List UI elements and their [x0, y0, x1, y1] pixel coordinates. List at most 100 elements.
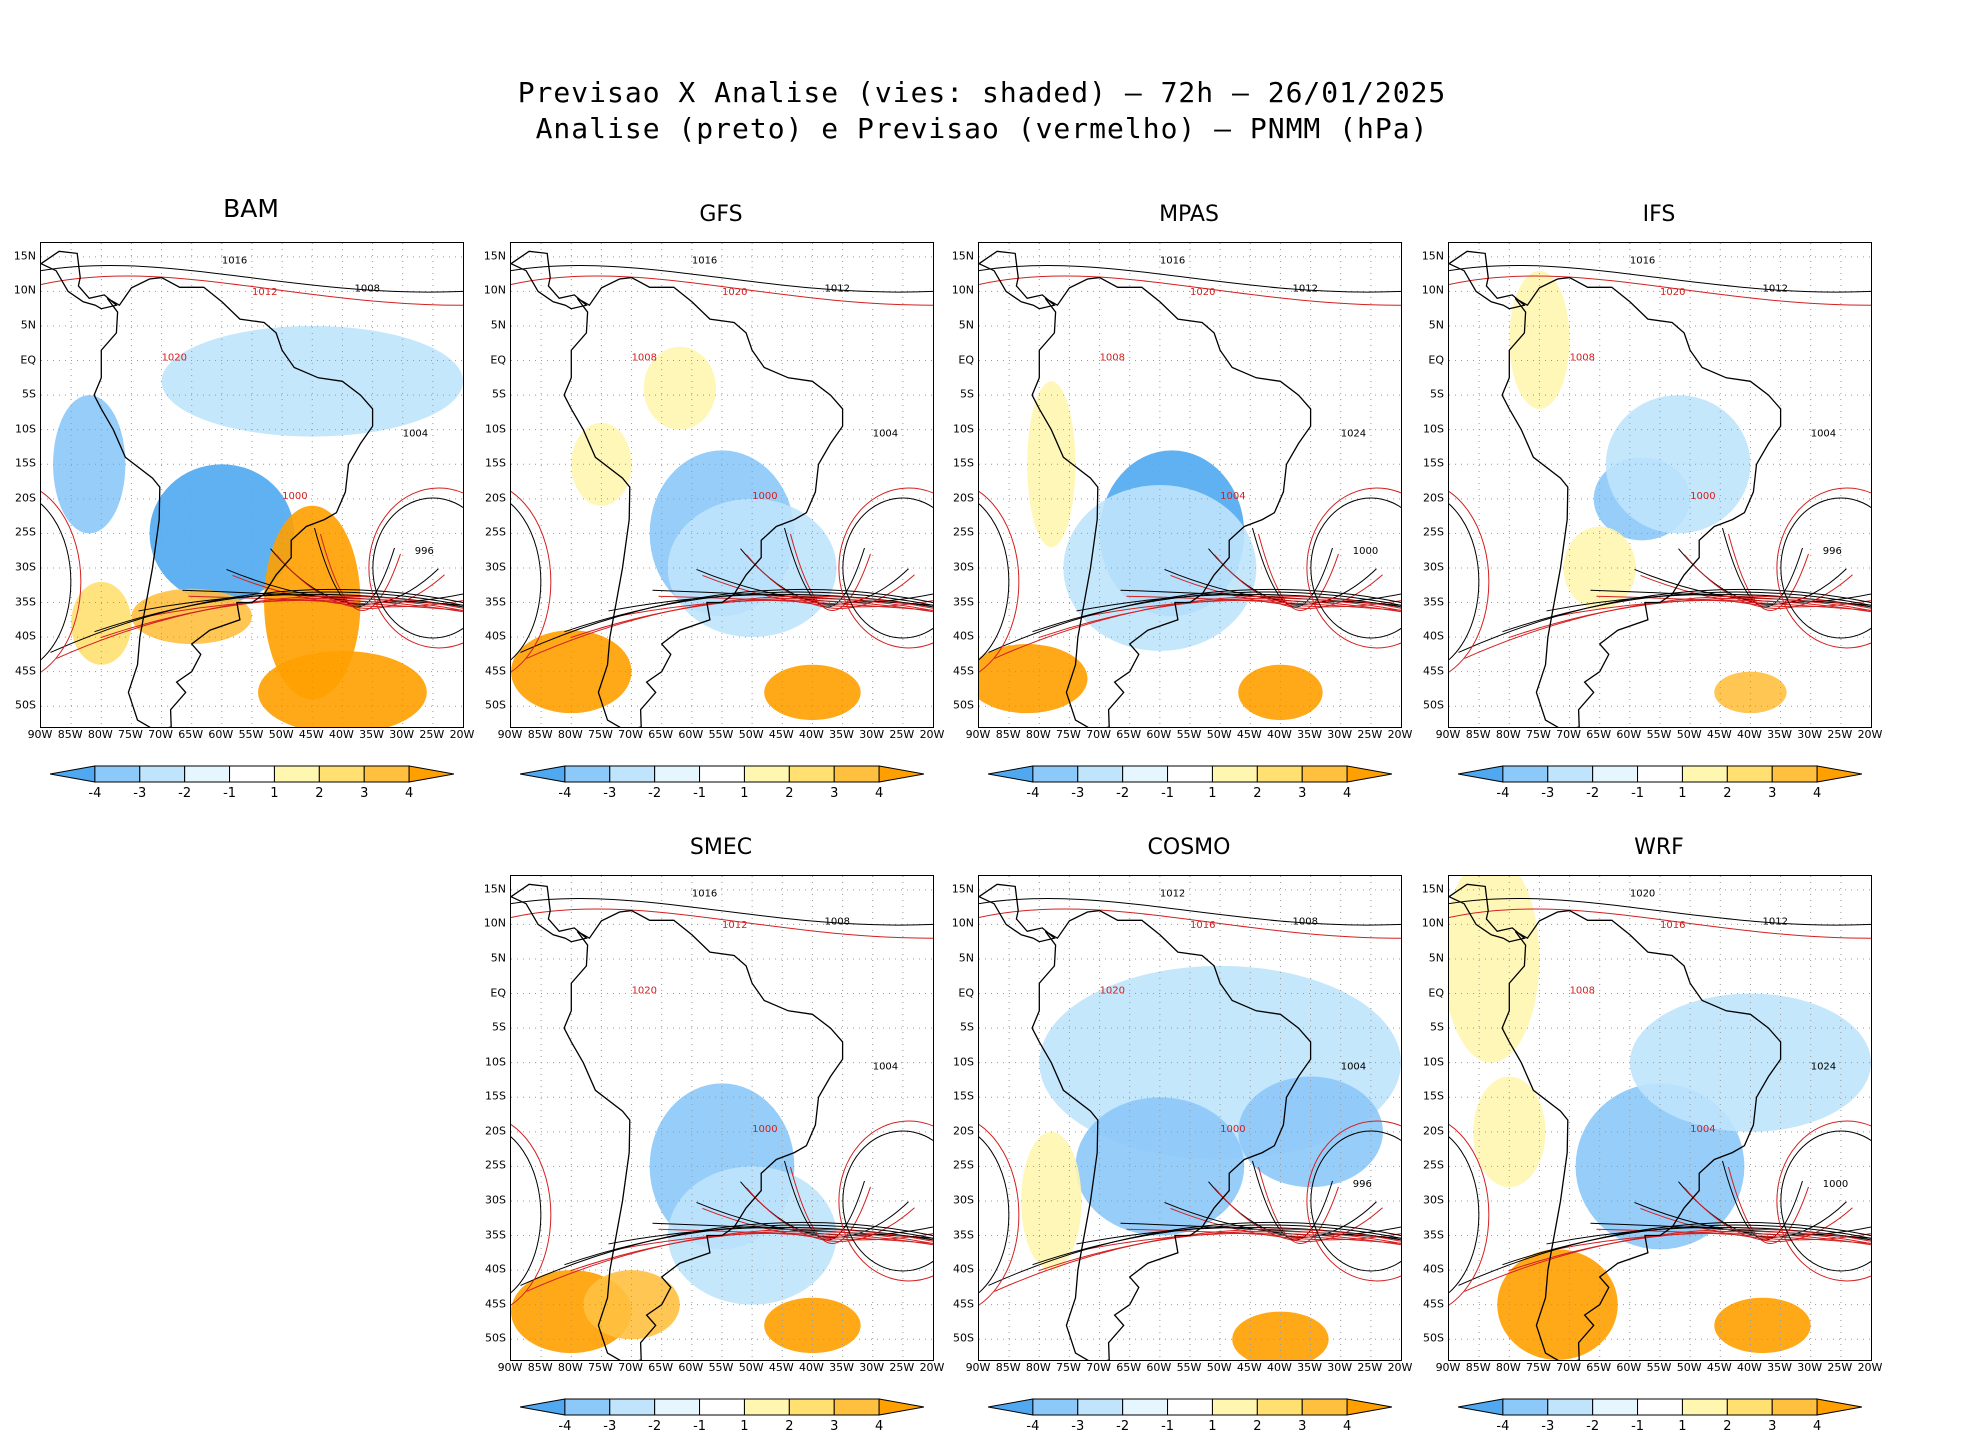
lon-tick-label: 35W [829, 728, 854, 741]
lat-tick-label: 15N [951, 249, 974, 263]
isobar-label: 1004 [873, 1062, 898, 1073]
coastline [41, 250, 374, 727]
lon-tick-label: 65W [178, 728, 204, 741]
isobar-label: 1008 [1570, 986, 1595, 997]
lon-tick-label: 80W [1025, 1361, 1051, 1374]
lon-tick-label: 40W [1266, 728, 1292, 741]
lat-tick-label: 50S [953, 1331, 974, 1345]
isobar-label: 1008 [824, 916, 849, 927]
lat-tick-label: 40S [485, 1262, 506, 1276]
colorbar-label: 4 [874, 1419, 884, 1434]
lon-tick-label: 50W [738, 728, 764, 741]
lat-tick-label: 40S [953, 1262, 974, 1276]
colorbar-label: -4 [1026, 1419, 1040, 1434]
lat-tick-label: 10S [485, 1055, 506, 1069]
colorbar-swatch [1816, 765, 1863, 783]
map-panel-ifs: IFS 1016 1020 1012 1008 1004 1000 996 15N 10N 5N EQ… [1422, 202, 1883, 801]
bias-shade [1605, 395, 1751, 534]
colorbar-swatch [1816, 1398, 1863, 1416]
lat-tick-label: 10S [953, 422, 974, 436]
colorbar-swatch [408, 765, 455, 783]
lat-tick-label: 10S [953, 1055, 974, 1069]
lon-tick-label: 65W [648, 728, 674, 741]
lat-tick-label: 45S [485, 664, 506, 678]
colorbar-label: -4 [88, 786, 102, 801]
lon-tick-label: 55W [708, 728, 734, 741]
isobar-label: 1012 [1762, 916, 1787, 927]
lat-tick-label: 5N [958, 951, 974, 965]
map-svg: 1016 1012 1008 1020 1004 1000 996 [41, 243, 463, 727]
lat-tick-label: 10S [1423, 1055, 1444, 1069]
lat-tick-label: 5S [1430, 387, 1444, 401]
colorbar: -4 -3 -2 -1 1 2 3 4 [987, 1397, 1393, 1437]
lon-tick-label: 25W [419, 728, 445, 741]
isobar-label: 1008 [1570, 353, 1595, 364]
panel-title-cosmo: COSMO [1147, 835, 1231, 860]
map-svg: 1016 1020 1012 1008 1004 1000 996 [1449, 243, 1871, 727]
colorbar-label: -1 [1631, 1419, 1645, 1434]
colorbar-swatch [878, 765, 925, 783]
lat-tick-label: 35S [15, 595, 36, 609]
isobars [1449, 264, 1871, 673]
colorbar-label: -1 [1631, 786, 1645, 801]
map-svg: 1020 1016 1012 1008 1024 1004 1000 [1449, 876, 1871, 1360]
lat-tick-label: EQ [20, 353, 36, 367]
map-panel-bam: BAM 1016 1012 1008 1020 1004 1000 996 15N 10N 5N EQ… [14, 194, 475, 801]
lat-tick-label: 5N [490, 951, 506, 965]
colorbar: -4 -3 -2 -1 1 2 3 4 [1457, 764, 1863, 804]
map-area: 1012 1016 1008 1020 1004 1000 996 [978, 875, 1402, 1361]
panel-title-wrf: WRF [1634, 835, 1684, 860]
map-area: 1016 1012 1008 1020 1004 1000 996 [40, 242, 464, 728]
lon-tick-label: 90W [497, 728, 523, 741]
lon-tick-label: 70W [1086, 1361, 1111, 1374]
colorbar-swatch [743, 765, 790, 783]
lat-tick-label: 10N [951, 283, 974, 297]
bias-shade [764, 1297, 861, 1354]
lat-tick-label: 25S [953, 1158, 974, 1172]
lat-tick-label: 20S [485, 1124, 506, 1138]
colorbar-swatch [654, 1398, 701, 1416]
colorbar-label: -4 [558, 786, 572, 801]
lon-tick-label: 25W [1357, 728, 1383, 741]
lat-tick-label: 40S [15, 629, 36, 643]
colorbar-label: 3 [1298, 1419, 1307, 1434]
lat-tick-label: 35S [485, 595, 506, 609]
lat-tick-label: 50S [1423, 698, 1444, 712]
lat-tick-label: 20S [1423, 491, 1444, 505]
panel-title-mpas: MPAS [1159, 202, 1219, 227]
map-area: 1016 1012 1008 1020 1004 1000 [510, 875, 934, 1361]
lon-tick-label: 55W [1646, 1361, 1672, 1374]
lat-tick-label: 5S [960, 387, 974, 401]
lon-tick-label: 80W [557, 1361, 583, 1374]
lon-tick-label: 30W [859, 1361, 885, 1374]
lon-tick-label: 75W [587, 728, 613, 741]
colorbar-label: 1 [1208, 786, 1217, 801]
colorbar-label: 2 [785, 786, 794, 801]
colorbar-swatch [743, 1398, 790, 1416]
colorbar-swatch [788, 1398, 835, 1416]
panel-title-bam: BAM [223, 194, 279, 223]
isobar-label: 1004 [1220, 491, 1245, 502]
lat-tick-label: 5S [492, 387, 506, 401]
lon-tick-label: 45W [1706, 1361, 1732, 1374]
bias-shade [1238, 1076, 1383, 1188]
lon-tick-label: 50W [738, 1361, 764, 1374]
colorbar-swatch [1167, 765, 1213, 783]
isobar-label: 1020 [722, 287, 747, 298]
lon-tick-label: 25W [889, 728, 915, 741]
isobar-label: 1008 [354, 283, 379, 294]
lat-tick-label: 10N [1421, 916, 1444, 930]
lon-tick-label: 40W [798, 1361, 824, 1374]
isobars [511, 897, 933, 1306]
lon-tick-label: 25W [1827, 728, 1853, 741]
isobar-label: 1000 [752, 491, 777, 502]
isobar-label: 1012 [1292, 283, 1317, 294]
map-panel-smec: SMEC 1016 1012 1008 1020 1004 1000 15N 10N 5N EQ 5S… [484, 835, 945, 1434]
map-area: 1016 1020 1012 1008 1004 1000 996 [1448, 242, 1872, 728]
colorbar: -4 -3 -2 -1 1 2 3 4 [519, 764, 925, 804]
isobar-label: 1004 [873, 429, 898, 440]
colorbar: -4 -3 -2 -1 1 2 3 4 [1457, 1397, 1863, 1437]
lon-tick-label: 70W [1556, 1361, 1581, 1374]
colorbar-swatch [1122, 765, 1169, 783]
lon-tick-label: 30W [1797, 1361, 1823, 1374]
